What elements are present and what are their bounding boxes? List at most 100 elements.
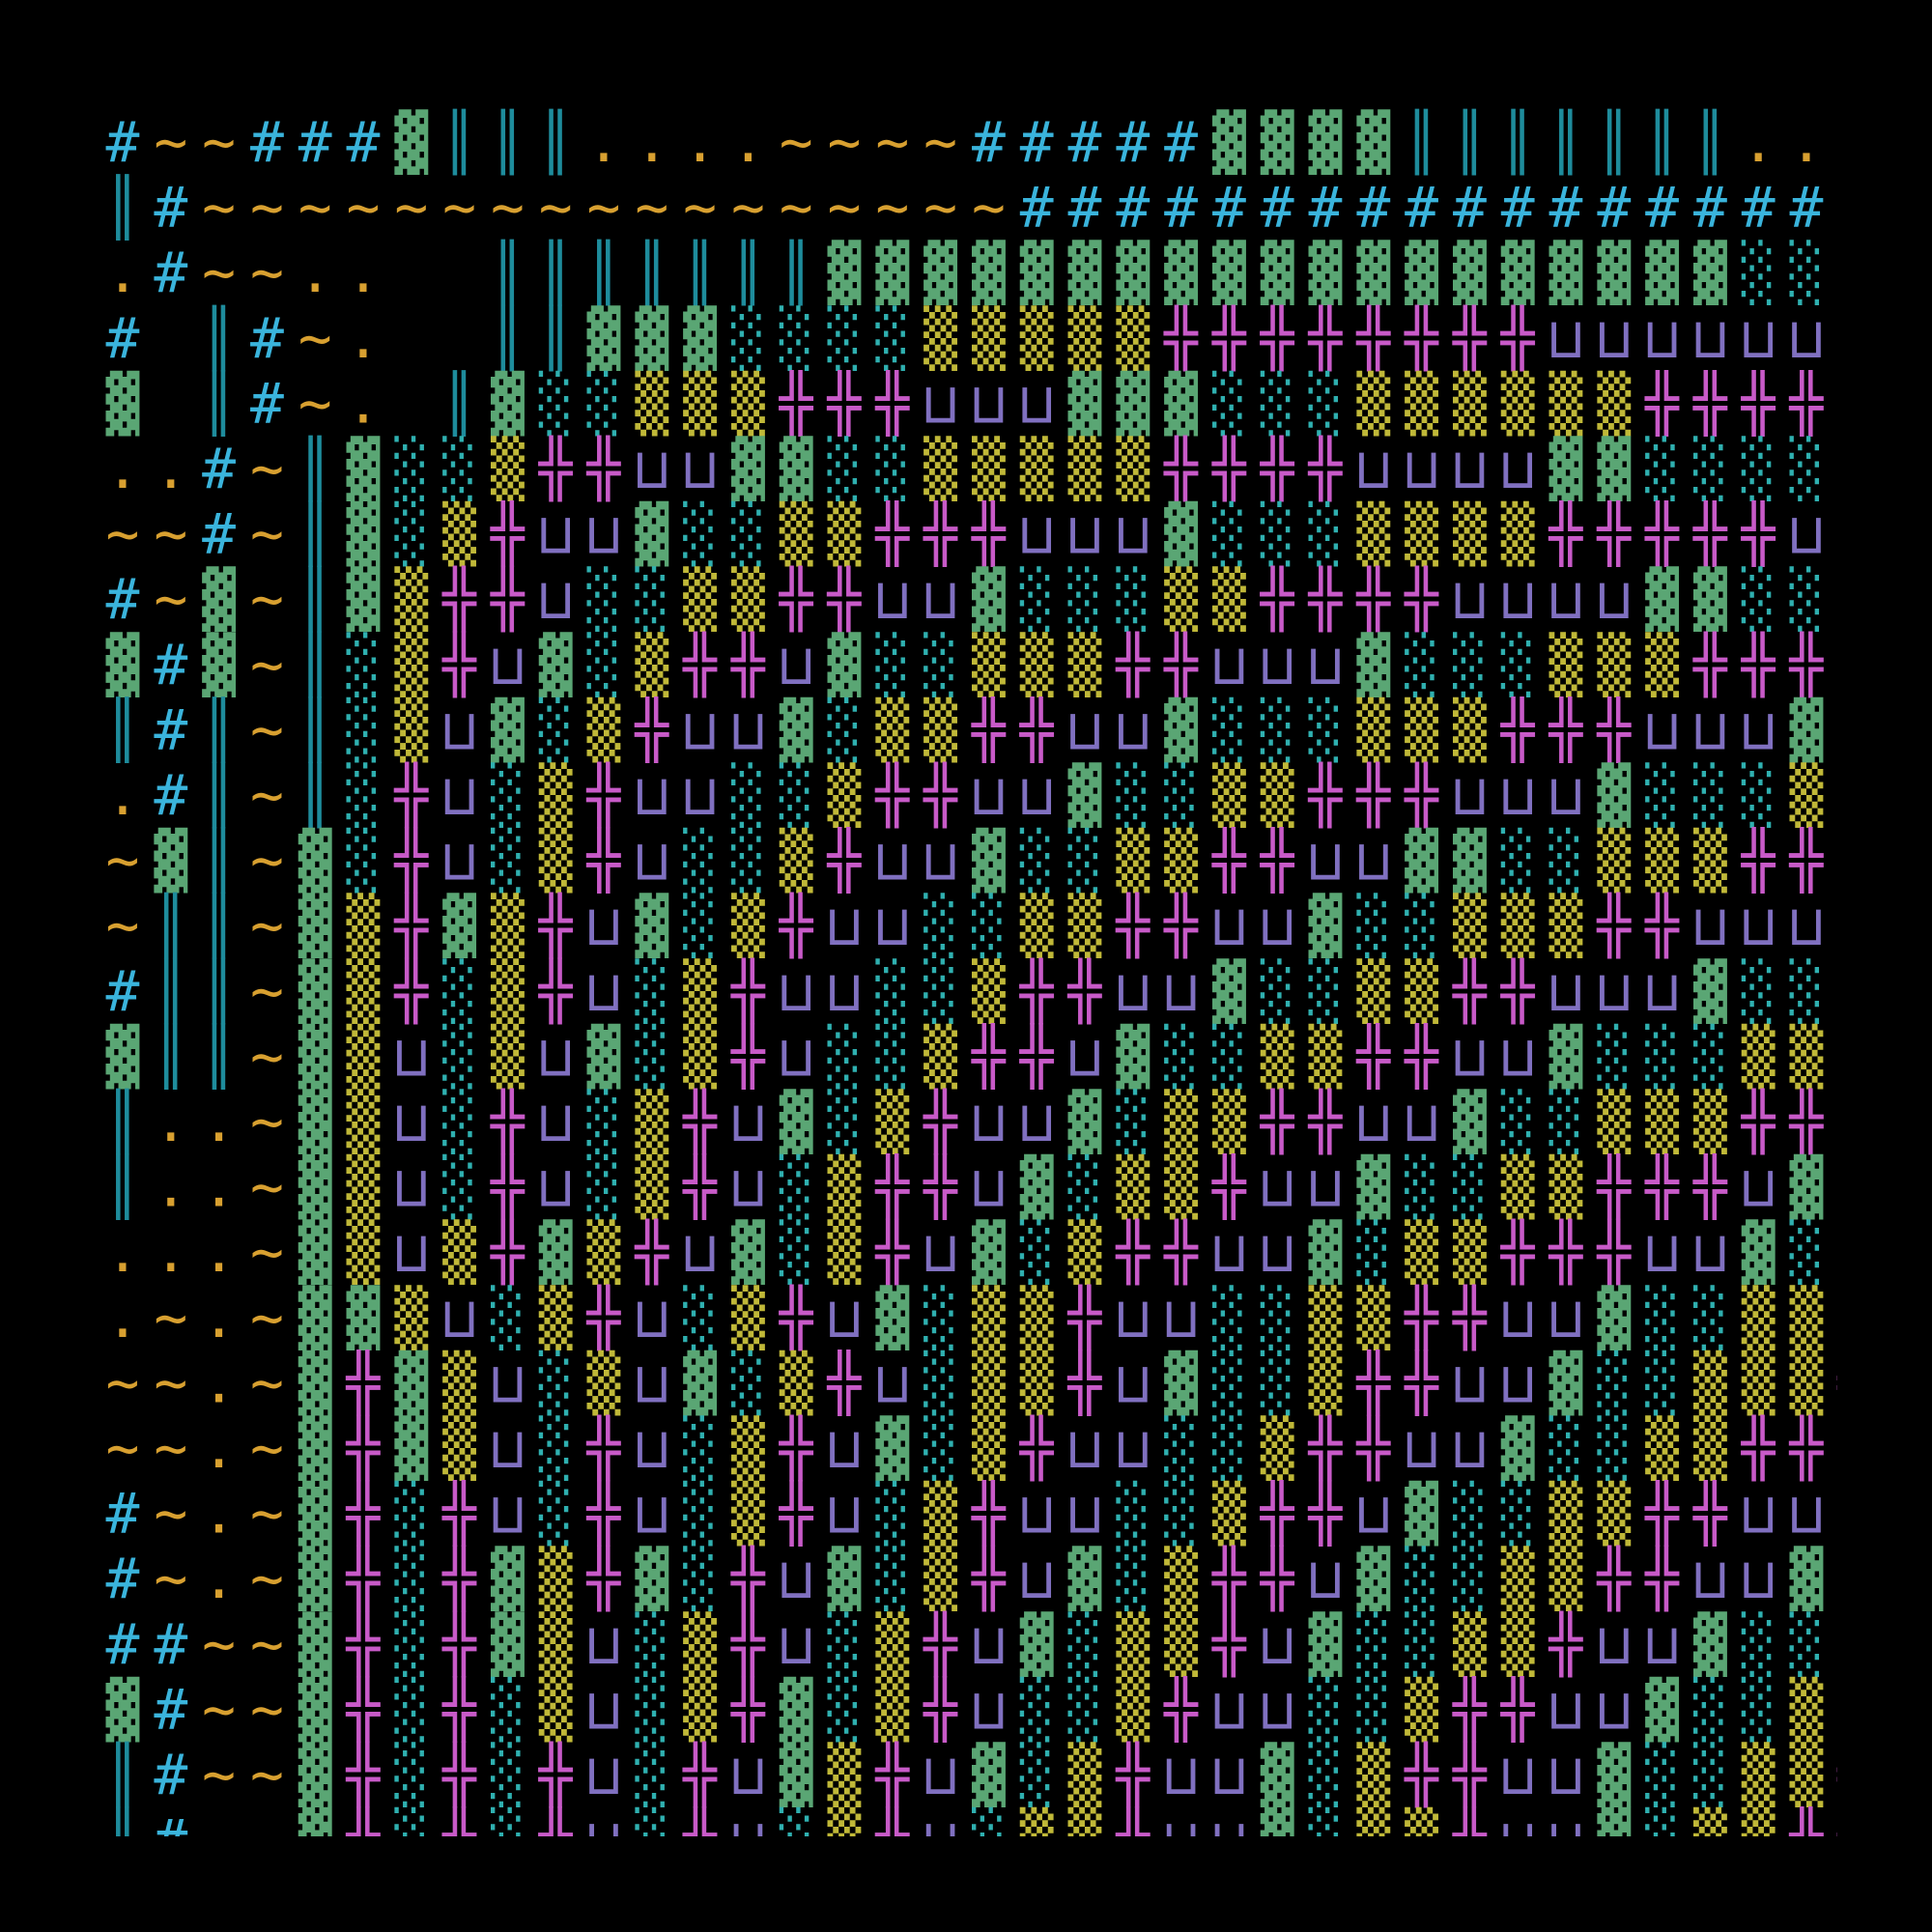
glyph: ╬ <box>971 1022 1007 1090</box>
glyph: ░ <box>683 1546 717 1611</box>
glyph: . <box>1790 109 1824 175</box>
glyph: ║ <box>202 304 236 372</box>
glyph: ╬ <box>682 1153 718 1221</box>
glyph: ⊔ <box>1212 632 1246 697</box>
glyph: ▓ <box>1790 1154 1824 1220</box>
glyph: ▓ <box>1597 240 1631 305</box>
glyph: ⊔ <box>1020 1546 1054 1611</box>
glyph: . <box>154 1154 187 1220</box>
glyph: ⊔ <box>1261 1154 1294 1220</box>
glyph: ░ <box>1356 1611 1390 1677</box>
glyph: ⊔ <box>635 1285 668 1350</box>
glyph: ▒ <box>1742 1285 1776 1350</box>
glyph: ⊔ <box>1116 1350 1150 1415</box>
glyph: ╬ <box>1163 304 1199 372</box>
glyph: ⊔ <box>635 1350 668 1415</box>
glyph: ░ <box>539 696 573 762</box>
glyph: ▒ <box>923 1481 957 1547</box>
glyph: ░ <box>491 828 525 894</box>
glyph: ▒ <box>1453 370 1487 436</box>
glyph: ⊔ <box>828 1285 862 1350</box>
glyph: ▓ <box>780 1089 813 1154</box>
glyph-row: # ║ # ~. ║ ║ ▓ ▓ ▓ ░ ░ ░ ░ ▒ ▒ ▒ ▒ ▒ ╬ ╬ ╬ ╬ ╬ ╬ ╬ ╬ ⊔ ⊔ ⊔ ⊔ ⊔ ⊔ <box>106 304 1824 372</box>
glyph: ▓ <box>1068 762 1102 828</box>
glyph: ░ <box>1501 1089 1535 1154</box>
glyph: ▓ <box>1068 370 1102 436</box>
glyph: ╬ <box>1067 1284 1103 1351</box>
glyph: ╬ <box>1355 565 1391 633</box>
glyph: ░ <box>1020 1742 1054 1807</box>
glyph: ║ <box>1453 108 1487 176</box>
glyph: ╬ <box>874 369 910 437</box>
glyph: ╬ <box>1596 892 1632 959</box>
glyph: ░ <box>635 958 668 1024</box>
glyph: ╬ <box>1115 1741 1151 1808</box>
glyph: ╬ <box>1067 1349 1103 1416</box>
glyph-row: ~ ~ # ~ ║ ▓ ░ ▒ ╬ ⊔ ⊔ ▓ ░ ░ ▒ ▒ ╬ ╬ ╬ ⊔ ⊔ ⊔ ▓ ░ ░ ░ ▒ ▒ ▒ ▒ ╬ ╬ ╬ ╬ ╬ ⊔ <box>106 500 1824 568</box>
glyph: ╬ <box>1548 500 1584 568</box>
glyph: ░ <box>923 893 957 958</box>
glyph: ▓ <box>1356 632 1390 697</box>
glyph: ░ <box>1501 828 1535 894</box>
glyph: ⊔ <box>875 893 909 958</box>
glyph: ▓ <box>1453 1089 1487 1154</box>
glyph: # <box>154 240 187 305</box>
glyph-row: ~~.~▓╬▓▒⊔░╬⊔░▒╬⊔▓░▒╬⊔⊔░░▒╬╬⊔⊔▓░░▒▒╬╬⊔ <box>106 1414 1872 1482</box>
glyph: # <box>250 370 284 436</box>
glyph: ╬ <box>586 1284 622 1351</box>
glyph: ▒ <box>683 1023 717 1089</box>
glyph: ╬ <box>441 1806 477 1874</box>
glyph: ▓ <box>347 436 381 501</box>
glyph: ▒ <box>491 893 525 958</box>
glyph: ░ <box>1742 958 1776 1024</box>
glyph: ⊔ <box>972 1154 1006 1220</box>
glyph: ▒ <box>539 1676 573 1742</box>
glyph: ░ <box>1693 1742 1727 1807</box>
glyph: ~ <box>250 1546 284 1611</box>
glyph: ░ <box>1790 240 1824 305</box>
glyph: ░ <box>1405 893 1438 958</box>
glyph: ░ <box>1116 1481 1150 1547</box>
glyph: ▓ <box>1212 958 1246 1024</box>
glyph: ░ <box>1116 762 1150 828</box>
glyph: # <box>1116 109 1150 175</box>
glyph: # <box>1549 175 1583 241</box>
glyph: ║ <box>298 631 332 698</box>
glyph: ░ <box>683 1285 717 1350</box>
glyph: ░ <box>683 1415 717 1481</box>
glyph: ▒ <box>731 370 765 436</box>
glyph: ⊔ <box>683 696 717 762</box>
glyph: # <box>154 1611 187 1677</box>
glyph: ⊔ <box>491 1350 525 1415</box>
glyph: ⊔ <box>923 1742 957 1807</box>
glyph: ⊔ <box>828 893 862 958</box>
glyph: ▒ <box>1549 893 1583 958</box>
glyph: ▒ <box>1645 1415 1679 1481</box>
glyph: ~ <box>250 958 284 1024</box>
glyph: ⊔ <box>394 1089 428 1154</box>
glyph-row: ║#~~▓╬░╬░╬⊔░╬⊔▓▒╬⊔▓░▒╬⊔⊔▓░▒╬╬⊔⊔▓░░▒▒╬ <box>106 1741 1873 1808</box>
glyph: ⊔ <box>1212 1742 1246 1807</box>
glyph: ~ <box>250 1089 284 1154</box>
glyph: ▒ <box>1453 696 1487 762</box>
glyph: ▒ <box>1405 1219 1438 1285</box>
glyph: ║ <box>1645 108 1679 176</box>
glyph: ⊔ <box>780 1023 813 1089</box>
glyph: ▓ <box>1309 240 1343 305</box>
glyph: ▒ <box>683 1676 717 1742</box>
glyph: ~ <box>202 1807 236 1873</box>
glyph: ~ <box>154 1415 187 1481</box>
glyph: ▓ <box>780 696 813 762</box>
glyph: ▓ <box>298 1742 332 1807</box>
glyph: ╬ <box>1308 304 1344 372</box>
glyph: ▒ <box>394 696 428 762</box>
glyph: ░ <box>347 696 381 762</box>
glyph: ╬ <box>586 435 622 502</box>
glyph: ▓ <box>1405 828 1438 894</box>
glyph: ▒ <box>1405 958 1438 1024</box>
glyph: ░ <box>1693 1285 1727 1350</box>
glyph: ~ <box>780 109 813 175</box>
glyph: ▒ <box>442 1415 476 1481</box>
glyph-row: .. # ~ ║ ▓ ░ ░ ▒ ╬ ╬ ⊔ ⊔ ▓ ▓ ░ ░ ▒ ▒ ▒ ▒ ▒ ╬ ╬ ╬ ╬ ⊔ ⊔ ⊔ ⊔ ▓ ▓ ░ ░ ░ ░ <box>106 435 1824 502</box>
glyph: ▒ <box>1068 1807 1102 1873</box>
